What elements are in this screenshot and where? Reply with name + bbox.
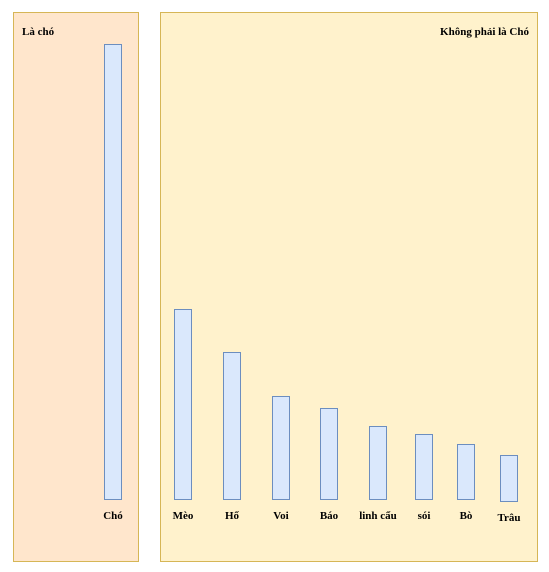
bar-3 xyxy=(272,396,290,500)
bar-label-6: sói xyxy=(417,510,431,522)
bar-label-3: Voi xyxy=(273,510,289,522)
bar-8 xyxy=(500,455,518,502)
bar-5 xyxy=(369,426,387,500)
bar-6 xyxy=(415,434,433,500)
bar-label-5: linh cẩu xyxy=(359,510,397,522)
bar-2 xyxy=(223,352,241,500)
panel-title-is-dog: Là chó xyxy=(22,26,55,38)
bar-label-1: Mèo xyxy=(172,510,194,522)
bar-label-7: Bò xyxy=(459,510,473,522)
bar-label-8: Trâu xyxy=(497,512,521,524)
bar-4 xyxy=(320,408,338,500)
bar-label-0: Chó xyxy=(103,510,123,522)
bar-1 xyxy=(174,309,192,500)
panel-title-not-dog: Không phải là Chó xyxy=(440,26,529,38)
panel-not-dog xyxy=(160,12,538,562)
bar-label-4: Báo xyxy=(319,510,339,522)
bar-label-2: Hổ xyxy=(224,510,240,522)
bar-7 xyxy=(457,444,475,500)
bar-0 xyxy=(104,44,122,500)
